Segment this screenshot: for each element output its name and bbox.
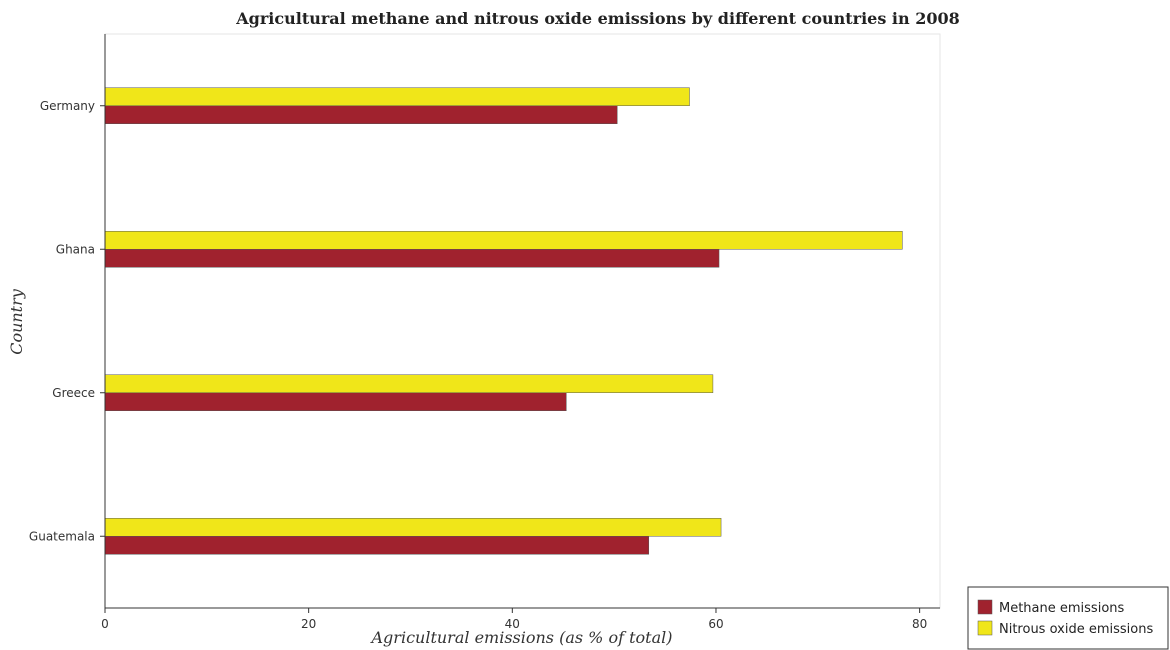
legend-label: Methane emissions bbox=[999, 601, 1125, 616]
bar-greece-methane bbox=[104, 392, 567, 411]
bar-greece-nitrous-oxide bbox=[104, 374, 714, 393]
legend-swatch bbox=[977, 599, 993, 615]
x-axis-label: Agricultural emissions (as % of total) bbox=[370, 628, 673, 647]
chart-title: Agricultural methane and nitrous oxide e… bbox=[235, 9, 959, 28]
bar-germany-methane bbox=[104, 105, 618, 124]
legend-swatch bbox=[977, 620, 993, 636]
y-tick-label: Germany bbox=[40, 99, 95, 113]
y-tick-label: Ghana bbox=[56, 242, 95, 256]
y-axis-label: Country bbox=[7, 288, 26, 355]
bar-guatemala-methane bbox=[104, 536, 650, 555]
x-tick-label: 60 bbox=[708, 617, 723, 631]
y-axis: Germany Ghana Greece Guatemala bbox=[29, 34, 106, 608]
x-tick-label: 40 bbox=[505, 617, 520, 631]
legend-box bbox=[967, 586, 1169, 650]
bar-guatemala-nitrous-oxide bbox=[104, 518, 722, 537]
legend-label: Nitrous oxide emissions bbox=[999, 622, 1153, 637]
x-tick-label: 80 bbox=[912, 617, 927, 631]
y-tick-label: Guatemala bbox=[29, 529, 95, 543]
y-tick-label: Greece bbox=[52, 386, 95, 400]
bar-ghana-nitrous-oxide bbox=[104, 231, 903, 250]
x-tick-label: 0 bbox=[101, 617, 109, 631]
x-axis: 0 20 40 60 80 bbox=[101, 607, 940, 631]
bar-ghana-methane bbox=[104, 249, 720, 268]
x-tick-label: 20 bbox=[301, 617, 316, 631]
legend: Methane emissions Nitrous oxide emissions bbox=[967, 586, 1169, 650]
bars bbox=[104, 87, 903, 555]
bar-germany-nitrous-oxide bbox=[104, 87, 690, 106]
